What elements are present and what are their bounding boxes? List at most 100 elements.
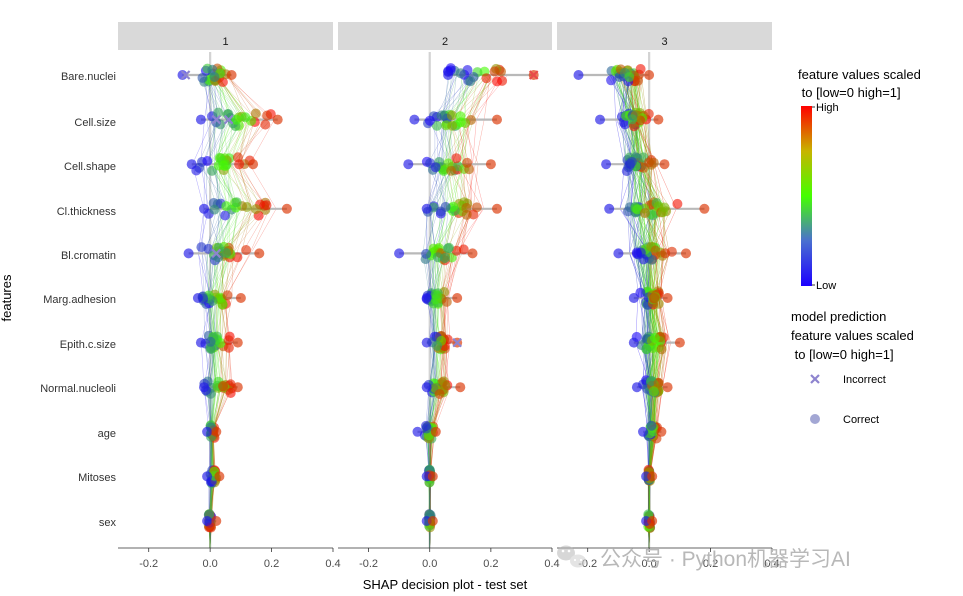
shap-point xyxy=(648,386,659,397)
shap-point xyxy=(424,115,435,126)
x-tick-label: 0.2 xyxy=(483,558,498,570)
incorrect-point xyxy=(211,114,222,125)
shap-point xyxy=(606,75,617,86)
shap-point xyxy=(223,342,234,353)
shap-point xyxy=(672,198,683,209)
shap-point-max xyxy=(427,471,438,482)
shap-point-max xyxy=(211,426,222,437)
shap-point xyxy=(430,162,441,173)
decision-path xyxy=(428,74,500,549)
shap-point-max xyxy=(226,70,237,80)
shap-point-max xyxy=(455,382,466,393)
correct-label: Correct xyxy=(843,414,879,426)
feature-label: age xyxy=(98,428,116,440)
facet-strip-2 xyxy=(338,22,552,50)
shap-point xyxy=(455,111,466,122)
shap-point xyxy=(223,335,234,346)
shape-legend: model prediction feature values scaled t… xyxy=(791,309,914,426)
shap-point-max xyxy=(492,114,502,125)
shap-point xyxy=(225,388,236,398)
shap-point xyxy=(207,296,218,306)
shap-point xyxy=(250,108,261,119)
shap-point xyxy=(432,120,442,131)
shape-legend-subtitle: feature values scaled xyxy=(791,328,914,343)
shap-point xyxy=(649,332,660,343)
shap-point-max xyxy=(681,248,691,259)
shap-point xyxy=(440,253,450,263)
shap-point xyxy=(659,202,670,213)
shap-point xyxy=(639,208,650,219)
shap-point-min xyxy=(628,293,639,303)
facet-label-3: 3 xyxy=(661,36,667,48)
shap-point-min xyxy=(421,293,432,303)
shap-point xyxy=(432,340,443,351)
feature-label: Marg.adhesion xyxy=(43,294,116,306)
shap-point xyxy=(648,157,659,168)
y-axis-title: features xyxy=(0,274,14,321)
shape-legend-title: model prediction xyxy=(791,309,886,324)
feature-label: Bare.nuclei xyxy=(61,71,116,83)
feature-label: Mitoses xyxy=(78,472,116,484)
shape-legend-subtitle-2: to [low=0 high=1] xyxy=(791,347,894,362)
shap-point xyxy=(650,245,661,256)
shap-point-min xyxy=(628,337,639,348)
shap-point xyxy=(492,76,502,87)
shap-point-max xyxy=(644,70,655,80)
shap-point-max xyxy=(214,471,225,482)
shap-point-min xyxy=(421,337,432,348)
shap-point xyxy=(451,245,462,256)
shap-point xyxy=(451,153,462,164)
shap-point-max xyxy=(281,203,292,214)
color-bar-high-label: High xyxy=(816,102,839,114)
feature-label: Cell.size xyxy=(74,117,116,129)
feature-labels: Bare.nuclei Cell.size Cell.shape Cl.thic… xyxy=(40,71,116,529)
shap-point xyxy=(633,75,643,86)
shap-point xyxy=(624,72,635,83)
shap-point xyxy=(213,107,224,118)
shap-point xyxy=(222,290,233,301)
x-axis-title: SHAP decision plot - test set xyxy=(363,577,528,592)
shap-point xyxy=(234,159,245,170)
shap-point xyxy=(196,242,207,253)
shap-point xyxy=(217,77,228,87)
facet-label-1: 1 xyxy=(222,36,228,48)
shap-point xyxy=(443,243,453,254)
shap-point-max xyxy=(662,382,673,393)
shap-point-min xyxy=(195,114,206,125)
shap-point-max xyxy=(427,516,438,526)
feature-label: Cell.shape xyxy=(64,161,116,173)
shap-point xyxy=(197,72,208,83)
shap-point xyxy=(220,210,231,221)
feature-label: sex xyxy=(99,517,117,529)
shap-point-max xyxy=(659,159,670,170)
x-tick-label: 0.4 xyxy=(325,558,340,570)
shap-point xyxy=(440,201,451,212)
shap-point xyxy=(461,209,472,220)
x-tick-label: 0.2 xyxy=(703,558,718,570)
shap-point-min xyxy=(186,159,197,170)
incorrect-point xyxy=(180,70,191,80)
color-bar-low-label: Low xyxy=(816,280,836,292)
shap-point xyxy=(218,160,229,171)
shap-point xyxy=(428,243,439,254)
shap-point xyxy=(211,117,222,128)
shap-point-min xyxy=(604,203,615,214)
watermark-text: 公众号 · Python机器学习AI xyxy=(600,548,851,571)
facet-strip-3 xyxy=(557,22,772,50)
incorrect-point xyxy=(211,248,222,259)
color-legend-title: feature values scaled xyxy=(798,67,921,82)
shap-point xyxy=(462,157,473,168)
shap-point-max xyxy=(232,337,243,348)
feature-label: Cl.thickness xyxy=(57,206,117,218)
decision-path xyxy=(429,74,492,549)
shap-point-min xyxy=(403,159,414,170)
shap-point-min xyxy=(631,382,642,393)
shap-point-max xyxy=(656,426,667,437)
shap-point xyxy=(202,156,213,166)
shap-point-min xyxy=(199,382,209,393)
shap-point-max xyxy=(647,471,658,482)
shap-point-max xyxy=(452,293,463,303)
shap-point xyxy=(214,152,225,163)
shap-point xyxy=(241,245,252,255)
feature-label: Epith.c.size xyxy=(60,339,116,351)
